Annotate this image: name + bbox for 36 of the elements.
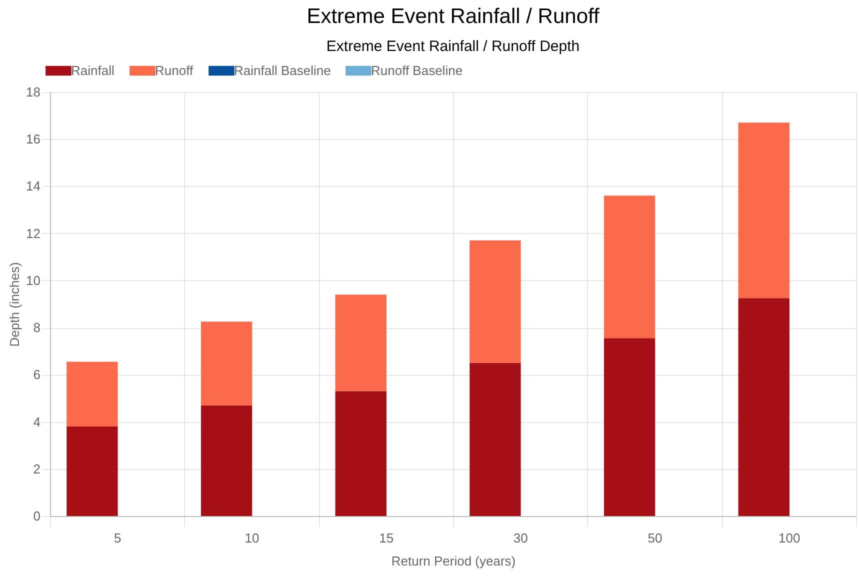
y-tick-label: 8 [33, 320, 40, 336]
y-tick-label: 18 [26, 84, 40, 100]
x-axis-title: Return Period (years) [391, 554, 516, 568]
bar [738, 298, 790, 516]
bar [470, 362, 521, 516]
y-tick-label: 16 [26, 132, 40, 147]
bar [66, 362, 118, 426]
x-tick-label: 10 [244, 530, 260, 546]
legend-label: Runoff [155, 62, 194, 78]
y-tick-label: 10 [26, 272, 40, 288]
bar [200, 405, 252, 516]
x-tick-label: 100 [778, 530, 800, 546]
legend-label: Rainfall [71, 62, 114, 78]
legend-label: Runoff Baseline [371, 62, 463, 78]
bar [604, 196, 656, 338]
y-tick-label: 14 [26, 178, 40, 194]
bar [200, 322, 252, 406]
y-tick-label: 2 [33, 461, 40, 476]
legend-label: Rainfall Baseline [234, 62, 331, 78]
y-axis-title: Depth (inches) [7, 262, 22, 347]
bar [335, 391, 386, 516]
y-tick-label: 4 [33, 414, 40, 430]
x-tick-label: 5 [114, 530, 122, 546]
chart-subtitle: Extreme Event Rainfall / Runoff Depth [326, 38, 580, 55]
x-tick-label: 15 [379, 530, 394, 546]
chart-title: Extreme Event Rainfall / Runoff [306, 5, 600, 28]
bar [66, 426, 118, 516]
x-tick-label: 30 [513, 530, 528, 546]
bar [335, 294, 386, 392]
y-tick-label: 6 [33, 367, 40, 382]
y-tick-label: 0 [33, 508, 40, 524]
bar [470, 240, 521, 363]
y-tick-label: 12 [26, 226, 40, 241]
bar [604, 338, 656, 516]
x-tick-label: 50 [648, 530, 662, 546]
bar [738, 122, 790, 298]
